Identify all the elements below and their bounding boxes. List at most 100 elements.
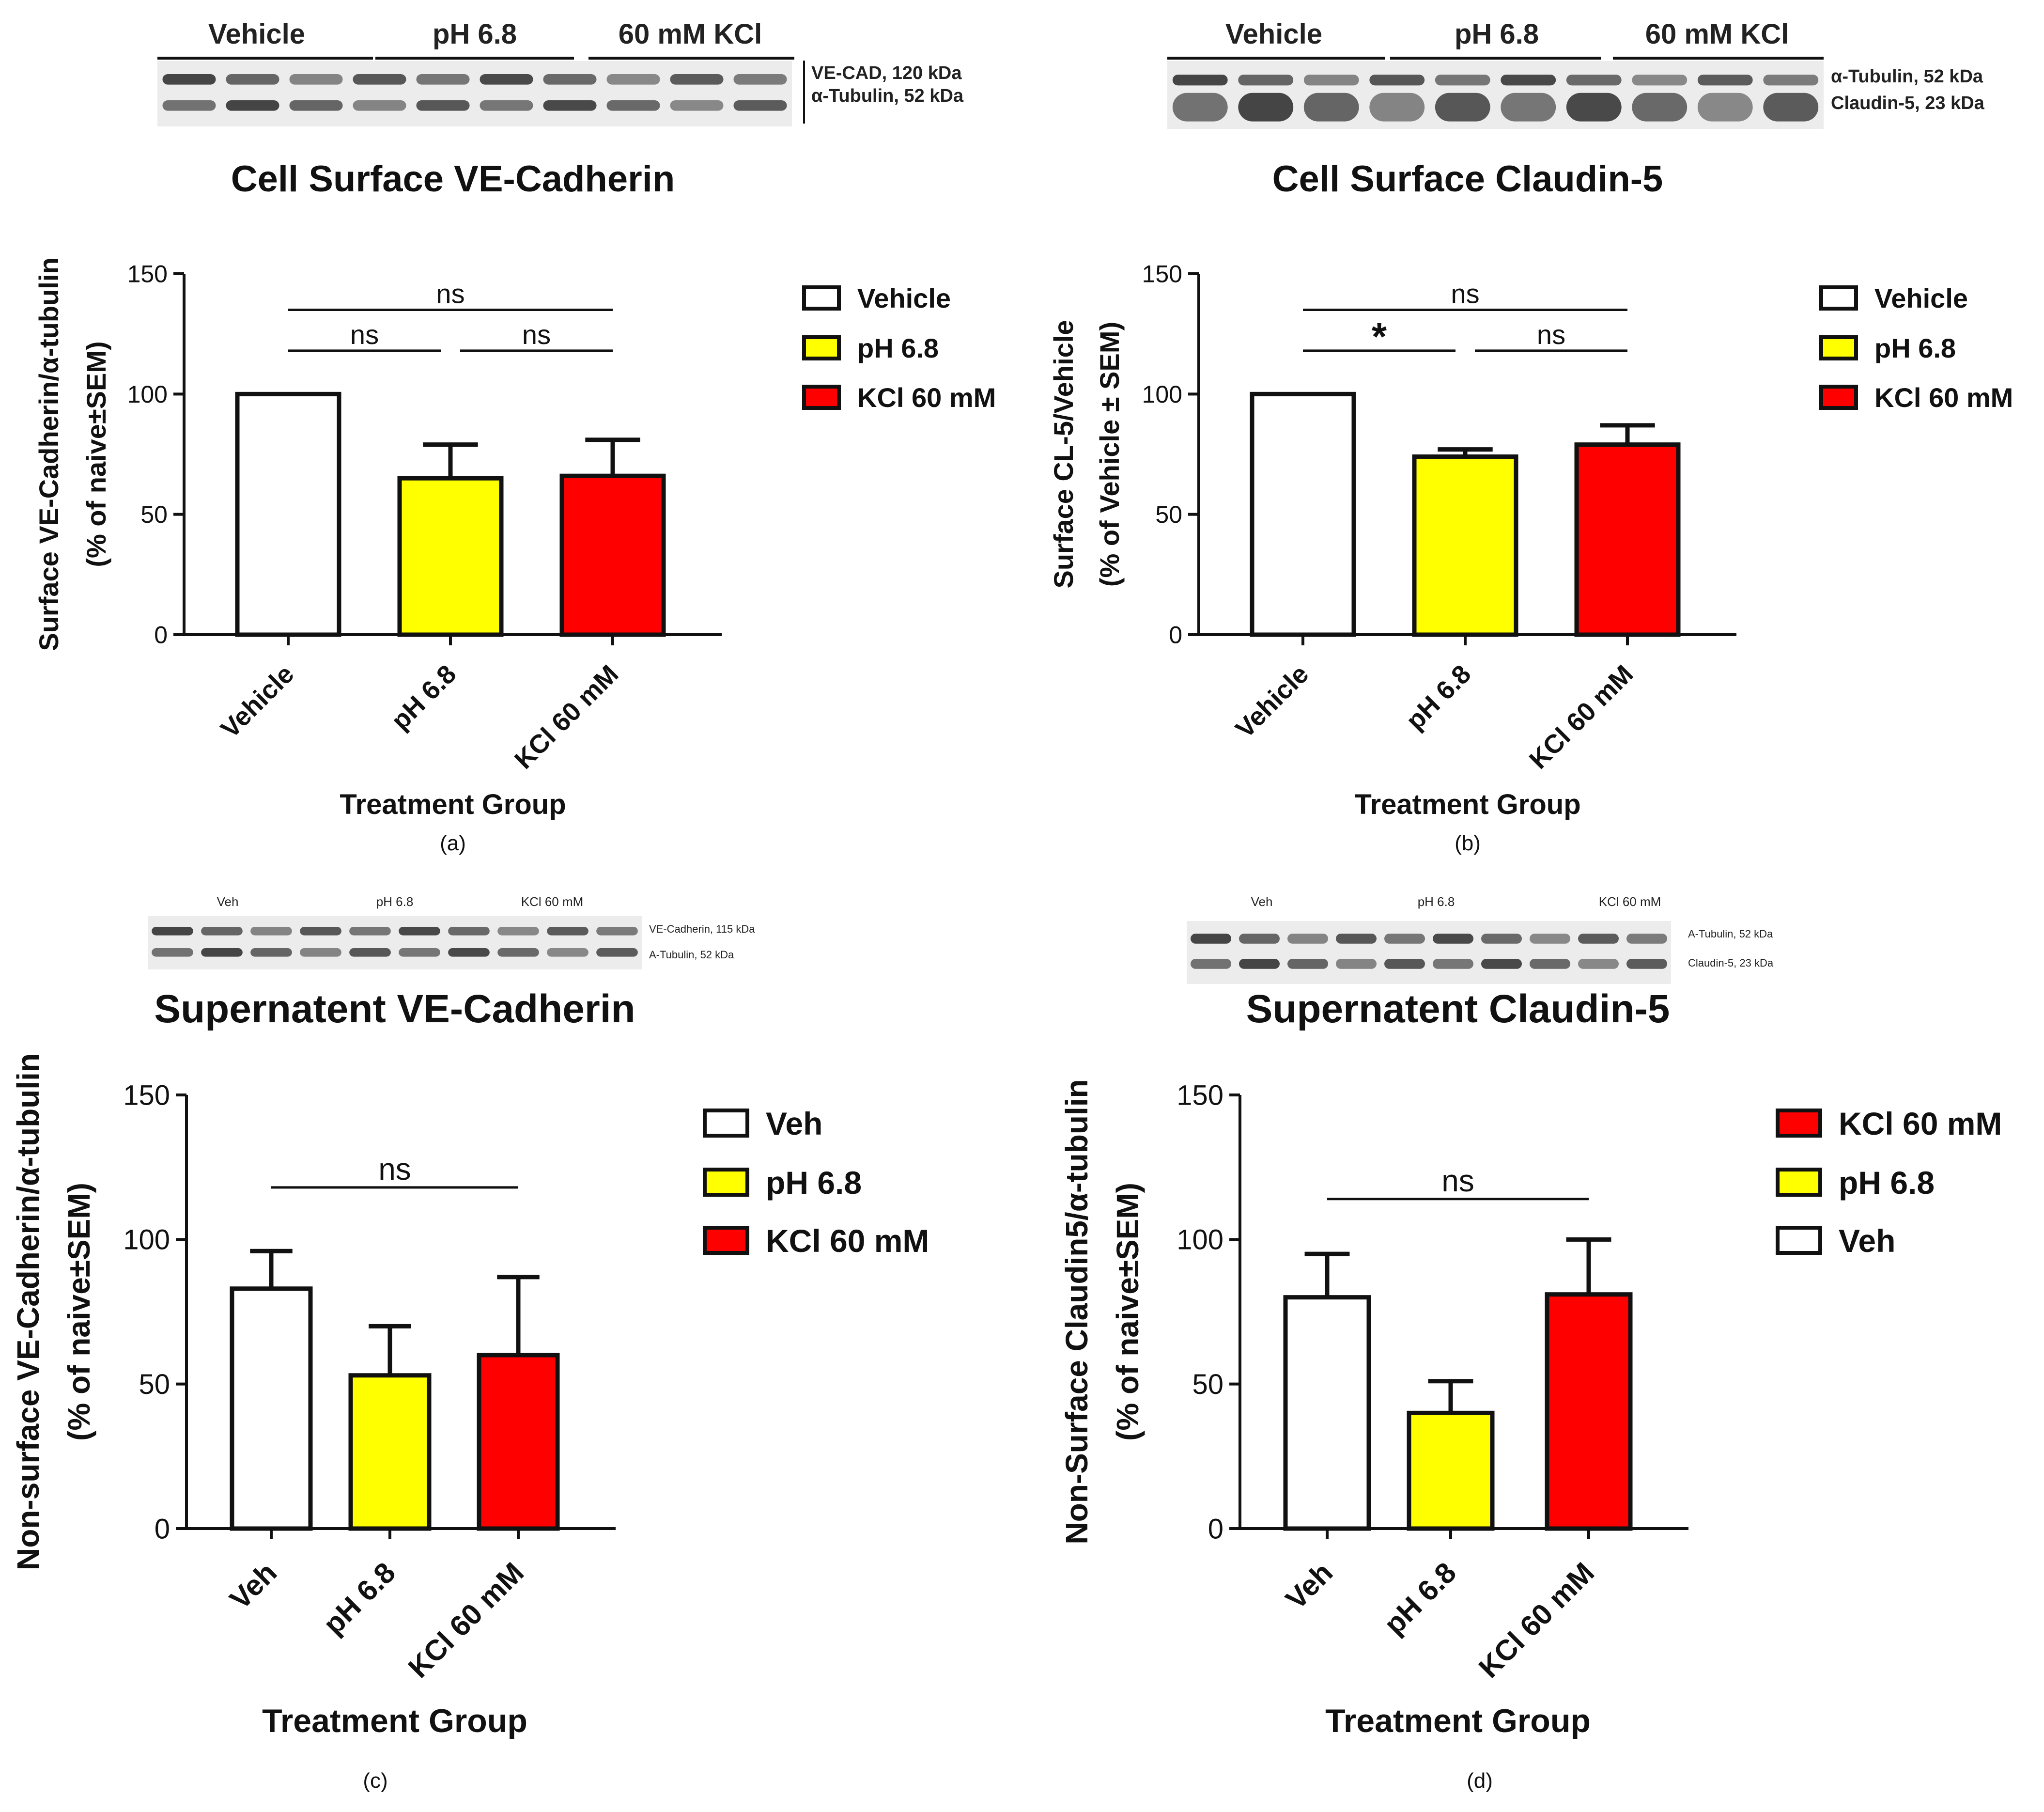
blot-band	[1501, 93, 1556, 122]
chart-title: Supernatent Claudin-5	[1246, 987, 1670, 1031]
blot-band	[480, 100, 533, 111]
blot-band	[300, 948, 341, 957]
blot-band	[497, 948, 539, 957]
blot-band	[1697, 93, 1753, 122]
y-tick-label: 50	[1155, 501, 1182, 528]
blot-band	[606, 100, 660, 111]
blot-band	[201, 948, 243, 957]
x-axis-label: Treatment Group	[1325, 1703, 1591, 1739]
blot-band	[1172, 93, 1228, 122]
x-category-label: Vehicle	[215, 659, 299, 744]
blot-band	[448, 927, 490, 936]
blot-band	[1238, 93, 1294, 122]
chart-title: Cell Surface VE-Cadherin	[231, 158, 675, 200]
blot-band	[547, 948, 588, 957]
bar	[348, 1373, 432, 1531]
blot-band	[1578, 934, 1619, 944]
blot-band	[1763, 75, 1819, 86]
blot-band	[349, 927, 391, 936]
chart-a: Cell Surface VE-Cadherin 0 50 100 150 Vehicle…	[33, 158, 996, 855]
blot-band	[152, 927, 193, 936]
blot-band	[1566, 93, 1622, 122]
y-tick-label: 50	[1192, 1369, 1223, 1400]
blot-band	[250, 927, 292, 936]
blot-band-label: Claudin-5, 23 kDa	[1831, 93, 1985, 113]
x-category-label: pH 6.8	[1400, 659, 1476, 735]
blot-band	[1435, 93, 1490, 122]
blot-band	[1566, 75, 1622, 86]
y-axis-label: (% of naive±SEM)	[1110, 1183, 1145, 1441]
legend: Vehicle pH 6.8 KCl 60 mM	[802, 283, 996, 413]
x-category-label: Vehicle	[1230, 659, 1314, 744]
y-tick-label: 150	[123, 1079, 170, 1111]
x-category-label: pH 6.8	[317, 1556, 402, 1641]
y-tick-label: 50	[140, 501, 168, 528]
blot-membrane	[1187, 921, 1671, 984]
blot-band	[448, 948, 490, 957]
blot-group-label: Veh	[1251, 894, 1273, 909]
western-blot-a: Vehicle pH 6.8 60 mM KCl VE-CAD, 120 kDa α-T…	[157, 18, 964, 126]
bar	[235, 391, 341, 637]
y-axis-label: Surface VE-Cadherin/α-tubulin	[33, 257, 64, 651]
x-category-label: Veh	[223, 1556, 283, 1616]
blot-band	[226, 100, 279, 111]
blot-band	[1336, 934, 1377, 944]
blot-group-label: Vehicle	[1225, 18, 1322, 50]
bar	[1412, 454, 1518, 637]
legend-swatch	[1819, 285, 1858, 311]
blot-band	[162, 100, 216, 111]
legend-label: KCl 60 mM	[1874, 382, 2013, 413]
blot-band	[300, 927, 341, 936]
blot-band	[543, 74, 597, 85]
y-tick-label: 50	[139, 1369, 170, 1400]
blot-band	[1697, 75, 1753, 86]
blot-band	[1433, 959, 1473, 969]
x-category-label: KCl 60 mM	[1472, 1556, 1600, 1684]
western-blot-b: Vehicle pH 6.8 60 mM KCl α-Tubulin, 52 kDa C…	[1167, 18, 1985, 129]
blot-band	[226, 74, 279, 85]
legend-swatch	[802, 335, 841, 360]
y-tick-label: 150	[1142, 261, 1182, 288]
blot-band	[1303, 93, 1359, 122]
legend-swatch	[1776, 1168, 1822, 1197]
blot-band	[152, 948, 193, 957]
blot-band	[543, 100, 597, 111]
x-category-label: KCl 60 mM	[402, 1556, 530, 1684]
legend: Vehicle pH 6.8 KCl 60 mM	[1819, 283, 2013, 413]
blot-band	[606, 74, 660, 85]
blot-band	[1239, 934, 1280, 944]
blot-band-label: Claudin-5, 23 kDa	[1688, 957, 1774, 969]
blot-band	[349, 948, 391, 957]
bar	[1250, 391, 1356, 637]
y-tick-label: 0	[154, 622, 168, 649]
blot-band	[1435, 75, 1490, 86]
blot-band	[1287, 959, 1328, 969]
blot-membrane	[148, 916, 642, 969]
y-tick-label: 100	[1177, 1224, 1223, 1256]
blot-band	[201, 927, 243, 936]
blot-group-label: pH 6.8	[376, 894, 414, 909]
blot-band	[1501, 75, 1556, 86]
blot-band	[1632, 75, 1688, 86]
legend-swatch	[1776, 1109, 1822, 1138]
x-category-label: KCl 60 mM	[509, 659, 624, 775]
significance-label: *	[1372, 315, 1387, 358]
blot-band	[1287, 934, 1328, 944]
blot-band	[1530, 959, 1570, 969]
blot-band	[1632, 93, 1688, 122]
legend-label: Veh	[1839, 1223, 1895, 1259]
legend-label: pH 6.8	[857, 333, 939, 363]
blot-band-label: α-Tubulin, 52 kDa	[811, 86, 964, 106]
western-blot-d: Veh pH 6.8 KCl 60 mM A-Tubulin, 52 kDa Claud…	[1187, 894, 1774, 984]
blot-band	[480, 74, 533, 85]
blot-band-label: α-Tubulin, 52 kDa	[1831, 66, 1983, 87]
blot-band	[1626, 934, 1667, 944]
blot-band	[1578, 959, 1619, 969]
legend-swatch	[1776, 1226, 1822, 1255]
blot-band	[1433, 934, 1473, 944]
blot-band	[1191, 959, 1231, 969]
blot-band	[289, 74, 343, 85]
bar	[230, 1286, 313, 1531]
